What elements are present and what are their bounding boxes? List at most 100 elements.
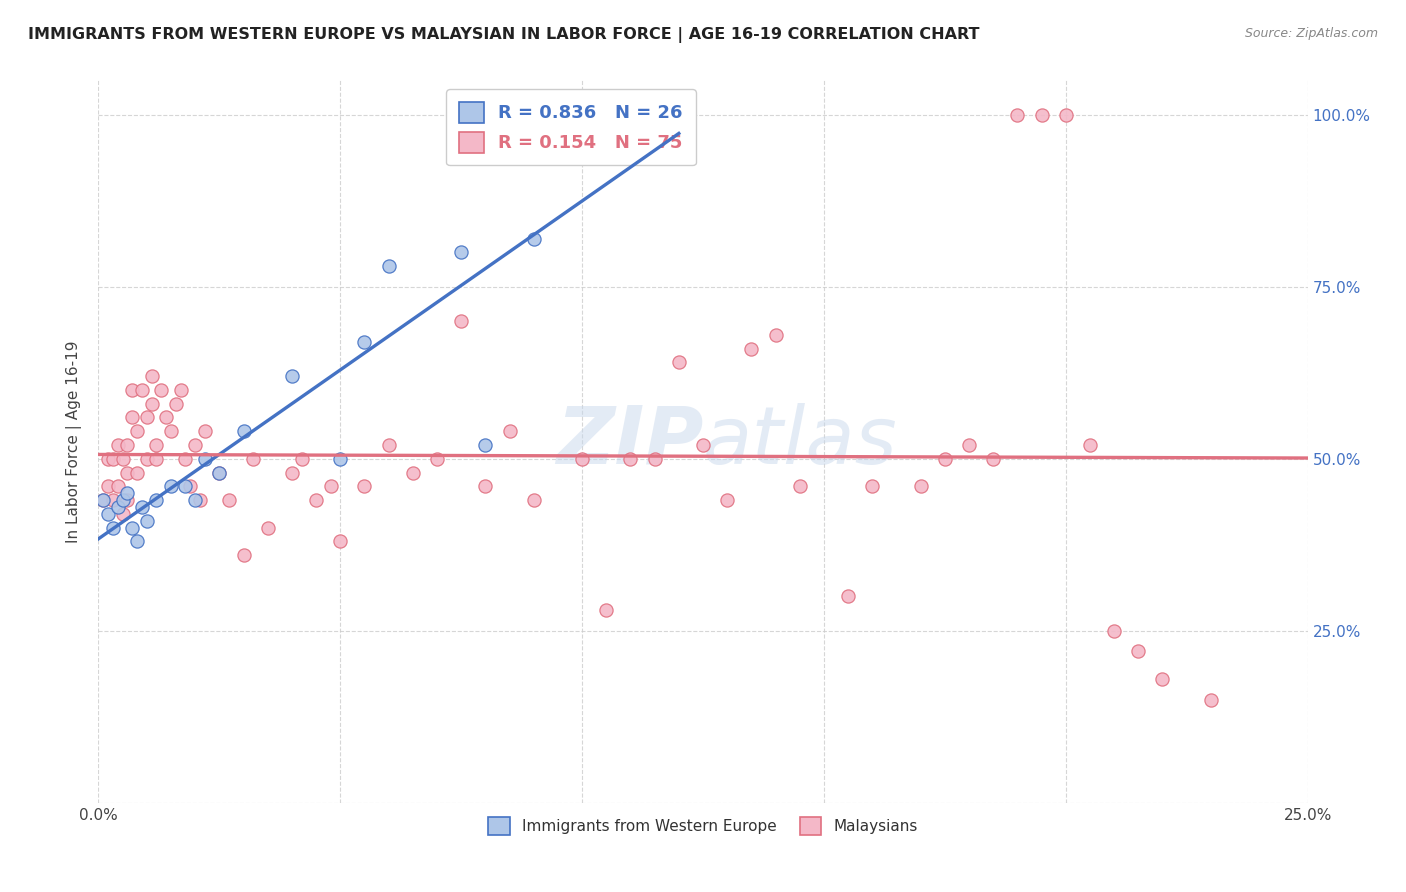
Point xyxy=(232,548,254,562)
Point xyxy=(91,493,114,508)
Point xyxy=(595,108,617,122)
Point xyxy=(402,466,425,480)
Point xyxy=(101,493,124,508)
Point xyxy=(377,259,399,273)
Point xyxy=(765,327,787,342)
Point xyxy=(184,438,207,452)
Point xyxy=(107,500,129,514)
Point xyxy=(174,451,197,466)
Point xyxy=(981,451,1004,466)
Point xyxy=(377,438,399,452)
Point xyxy=(789,479,811,493)
Point xyxy=(121,410,143,425)
Point xyxy=(1152,672,1174,686)
Point xyxy=(111,451,134,466)
Point xyxy=(150,383,173,397)
Point xyxy=(934,451,956,466)
Point xyxy=(474,479,496,493)
Point xyxy=(135,451,157,466)
Point xyxy=(860,479,883,493)
Point xyxy=(523,493,546,508)
Point xyxy=(127,466,149,480)
Point xyxy=(619,451,641,466)
Legend: Immigrants from Western Europe, Malaysians: Immigrants from Western Europe, Malaysia… xyxy=(478,806,928,846)
Point xyxy=(329,451,352,466)
Point xyxy=(1128,644,1150,658)
Point xyxy=(165,397,187,411)
Point xyxy=(160,479,183,493)
Text: IMMIGRANTS FROM WESTERN EUROPE VS MALAYSIAN IN LABOR FORCE | AGE 16-19 CORRELATI: IMMIGRANTS FROM WESTERN EUROPE VS MALAYS… xyxy=(28,27,980,43)
Point xyxy=(353,334,375,349)
Point xyxy=(135,410,157,425)
Point xyxy=(145,438,167,452)
Point xyxy=(1102,624,1125,638)
Point xyxy=(91,493,114,508)
Point xyxy=(111,507,134,521)
Point xyxy=(145,451,167,466)
Point xyxy=(155,410,177,425)
Point xyxy=(450,314,472,328)
Point xyxy=(141,369,163,384)
Text: ZIP: ZIP xyxy=(555,402,703,481)
Point xyxy=(160,424,183,438)
Point xyxy=(208,466,231,480)
Point xyxy=(194,451,217,466)
Point xyxy=(1031,108,1053,122)
Point xyxy=(117,493,139,508)
Point xyxy=(97,507,120,521)
Point xyxy=(141,397,163,411)
Point xyxy=(169,383,191,397)
Point xyxy=(1054,108,1077,122)
Point xyxy=(426,451,449,466)
Point xyxy=(184,493,207,508)
Point xyxy=(1078,438,1101,452)
Point xyxy=(498,424,520,438)
Point xyxy=(101,451,124,466)
Point xyxy=(353,479,375,493)
Point xyxy=(174,479,197,493)
Point xyxy=(523,231,546,245)
Point xyxy=(319,479,342,493)
Point xyxy=(1199,692,1222,706)
Point xyxy=(121,520,143,534)
Point xyxy=(117,438,139,452)
Point xyxy=(117,486,139,500)
Point xyxy=(290,451,312,466)
Point xyxy=(107,438,129,452)
Point xyxy=(668,355,690,369)
Point xyxy=(97,451,120,466)
Point xyxy=(232,424,254,438)
Point xyxy=(97,479,120,493)
Text: atlas: atlas xyxy=(703,402,898,481)
Point xyxy=(450,245,472,260)
Point xyxy=(837,590,859,604)
Point xyxy=(256,520,278,534)
Point xyxy=(131,383,153,397)
Point xyxy=(281,466,304,480)
Point xyxy=(135,514,157,528)
Point xyxy=(218,493,240,508)
Point xyxy=(474,438,496,452)
Point xyxy=(595,603,617,617)
Point xyxy=(571,451,593,466)
Point xyxy=(127,424,149,438)
Point xyxy=(305,493,328,508)
Point xyxy=(121,383,143,397)
Point xyxy=(208,466,231,480)
Point xyxy=(127,534,149,549)
Point xyxy=(188,493,211,508)
Point xyxy=(329,534,352,549)
Point xyxy=(242,451,264,466)
Point xyxy=(1007,108,1029,122)
Point xyxy=(957,438,980,452)
Point xyxy=(131,500,153,514)
Point xyxy=(281,369,304,384)
Point xyxy=(644,108,666,122)
Point xyxy=(117,466,139,480)
Point xyxy=(910,479,932,493)
Point xyxy=(179,479,201,493)
Point xyxy=(101,520,124,534)
Point xyxy=(194,424,217,438)
Point xyxy=(740,342,762,356)
Point xyxy=(111,493,134,508)
